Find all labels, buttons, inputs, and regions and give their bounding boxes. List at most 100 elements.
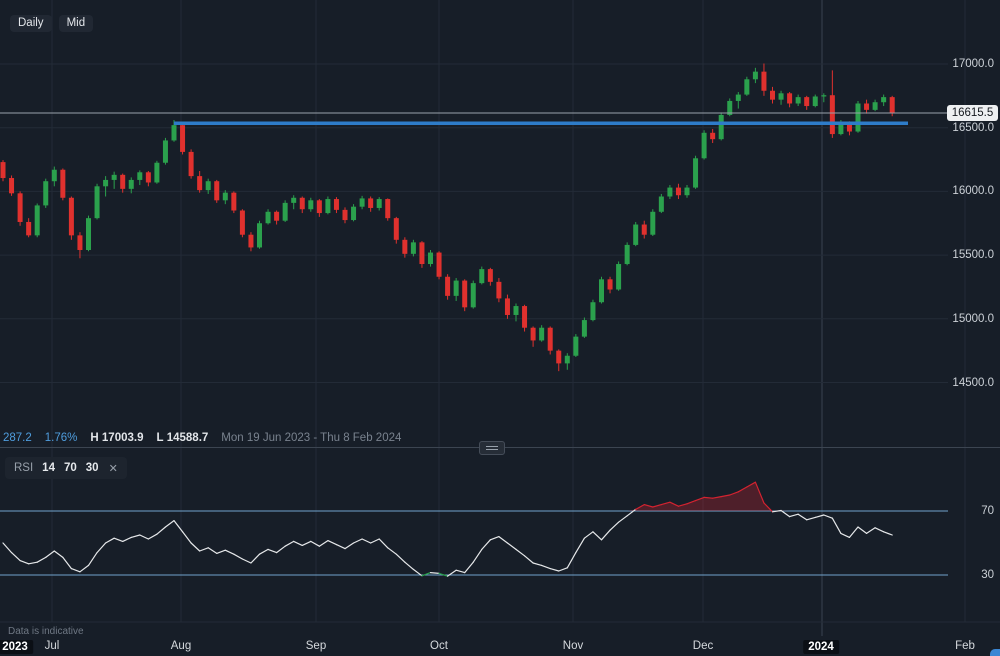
candle-body-up [51, 169, 57, 182]
rsi-line-segment [361, 538, 372, 544]
candle-body-up [137, 172, 143, 180]
rsi-line-segment [104, 537, 115, 544]
time-axis-month-label: Feb [955, 640, 975, 652]
candle-body-down [68, 197, 74, 236]
candle-body-down [316, 200, 322, 214]
candle-body-up [171, 125, 177, 141]
rsi-line-segment [429, 571, 440, 575]
rsi-close-icon[interactable]: ✕ [108, 462, 118, 475]
candle-body-up [162, 140, 168, 163]
candle-body-up [872, 102, 878, 110]
rsi-line-segment [113, 537, 124, 543]
rsi-line-segment [190, 542, 201, 552]
rsi-line-segment [498, 535, 509, 544]
rsi-line-segment [541, 564, 551, 570]
rsi-line-segment [660, 501, 671, 506]
rsi-indicator-pill[interactable]: RSI 14 70 30 ✕ [5, 457, 127, 479]
rsi-period-value: 14 [42, 462, 55, 474]
rsi-line-segment [344, 542, 355, 550]
rsi-line-segment [139, 534, 149, 540]
candle-body-up [573, 336, 579, 356]
pane-divider[interactable] [0, 441, 1000, 455]
candle-body-up [257, 223, 262, 248]
rsi-line-segment [532, 562, 543, 567]
rsi-line-segment [771, 509, 782, 513]
candle-body-up [778, 93, 784, 100]
rsi-line-segment [181, 531, 192, 544]
candle-body-up [453, 280, 459, 296]
candle-body-up [735, 94, 741, 101]
date-range: Mon 19 Jun 2023 - Thu 8 Feb 2024 [221, 432, 402, 444]
candle-body-up [744, 79, 750, 95]
rsi-line-segment [122, 536, 132, 543]
divider-drag-handle[interactable] [479, 441, 505, 455]
rsi-line-segment [438, 572, 449, 577]
rsi-oversold-value: 30 [85, 462, 99, 474]
rsi-line-segment [241, 558, 252, 564]
price-type-mid-button[interactable]: Mid [58, 15, 94, 32]
candle-body-down [864, 103, 870, 110]
rsi-line-segment [549, 567, 560, 572]
rsi-line-segment [737, 486, 748, 493]
candle-body-up [513, 306, 519, 315]
candle-body-up [564, 355, 570, 364]
candle-body-up [103, 179, 109, 187]
rsi-line-segment [335, 543, 346, 550]
candle-body-up [838, 122, 844, 135]
rsi-line-segment [233, 553, 243, 560]
period-high: H 17003.9 [90, 432, 144, 444]
candle-body-down [214, 181, 220, 201]
candle-body-down [231, 192, 237, 211]
candle-body-down [333, 199, 339, 210]
rsi-line-segment [780, 509, 791, 518]
rsi-line-segment [686, 500, 697, 505]
rsi-line-segment [823, 514, 833, 519]
rsi-line-segment [2, 542, 13, 554]
rsi-line-segment [276, 545, 286, 554]
rsi-line-segment [352, 538, 363, 544]
rsi-line-segment [284, 540, 295, 547]
rsi-line-segment [404, 561, 414, 571]
rsi-line-segment [865, 527, 876, 535]
timeframe-daily-button[interactable]: Daily [10, 15, 52, 32]
candle-body-down [829, 95, 835, 135]
candle-body-up [624, 244, 630, 265]
rsi-line-segment [267, 548, 278, 554]
rsi-line-segment [250, 553, 261, 564]
candle-body-down [17, 193, 23, 222]
rsi-line-segment [515, 548, 526, 557]
candle-body-down [770, 90, 775, 100]
candle-body-up [718, 114, 724, 140]
rsi-line-segment [600, 529, 611, 541]
rsi-line-segment [806, 516, 816, 521]
rsi-line-segment [848, 526, 859, 539]
rsi-line-segment [506, 542, 517, 551]
candle-body-up [693, 158, 699, 188]
candle-body-down [120, 174, 126, 189]
candle-body-down [761, 71, 767, 91]
rsi-line-segment [635, 504, 645, 510]
rsi-line-segment [28, 561, 38, 565]
rsi-line-segment [592, 531, 603, 541]
time-axis-month-label: Sep [305, 640, 327, 652]
rsi-line-segment [523, 555, 534, 564]
candle-body-down [393, 218, 399, 240]
candle-body-down [889, 97, 895, 113]
candle-body-down [504, 298, 510, 315]
candle-body-up [351, 206, 357, 221]
candle-body-down [641, 224, 647, 235]
time-axis-month-label: Jul [44, 640, 60, 652]
candle-body-up [881, 97, 887, 103]
rsi-line-segment [216, 549, 226, 555]
rsi-axis-label: 30 [981, 569, 994, 581]
price-axis[interactable]: 17000.0 16500.0 16000.0 15500.0 15000.0 14500… [948, 0, 998, 656]
time-axis-month-label: Nov [562, 640, 584, 652]
candle-body-down [188, 151, 194, 177]
rsi-line-segment [464, 561, 474, 574]
candle-body-up [667, 187, 673, 197]
data-indicative-note: Data is indicative [8, 626, 84, 637]
rsi-line-segment [130, 534, 141, 539]
candle-body-up [86, 218, 91, 251]
rsi-line-segment [224, 549, 235, 555]
